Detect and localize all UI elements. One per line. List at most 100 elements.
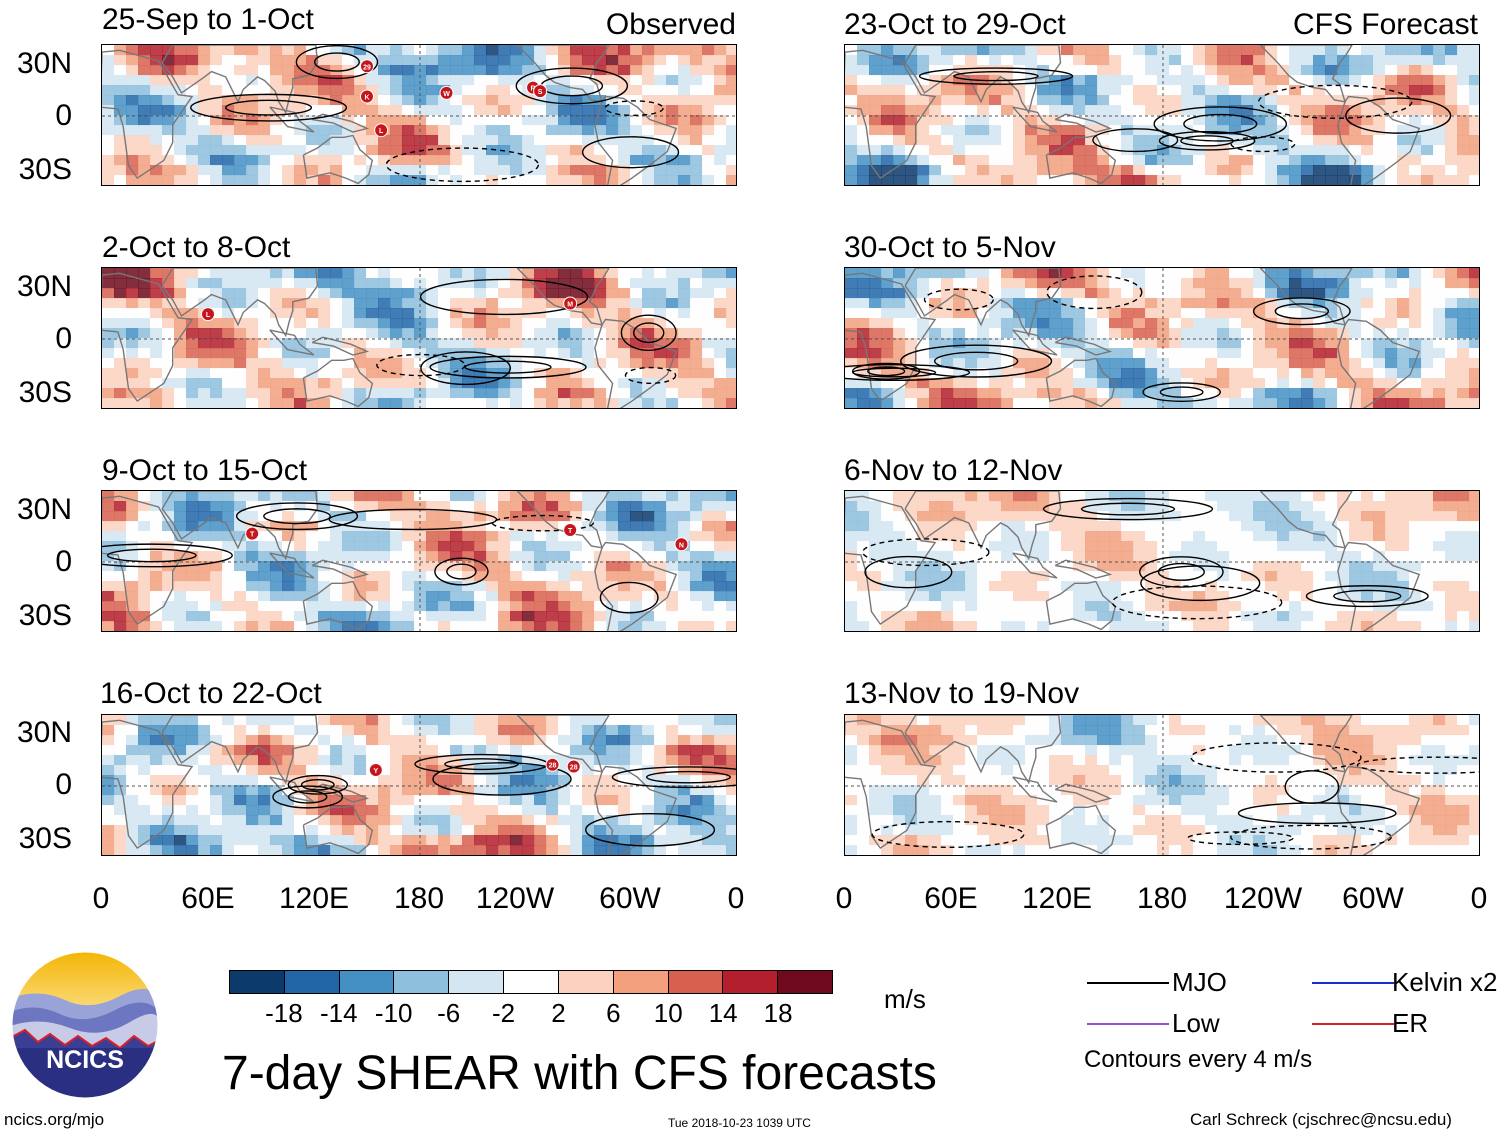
shear-cell (881, 318, 894, 329)
shear-cell (1445, 105, 1458, 116)
shear-cell (486, 765, 499, 776)
shear-cell (953, 45, 966, 56)
shear-cell (234, 511, 247, 522)
shear-cell (953, 145, 966, 156)
shear-cell (594, 378, 607, 389)
shear-cell (270, 308, 283, 319)
shear-cell (1241, 75, 1254, 86)
shear-cell (150, 388, 163, 399)
shear-cell (618, 581, 631, 592)
shear-cell (234, 85, 247, 96)
shear-cell (462, 795, 475, 806)
shear-cell (486, 571, 499, 582)
shear-cell (186, 511, 199, 522)
shear-cell (917, 348, 930, 359)
shear-cell (162, 785, 175, 796)
shear-cell (102, 85, 115, 96)
shear-cell (174, 378, 187, 389)
shear-cell (1205, 368, 1218, 379)
shear-cell (1169, 155, 1182, 166)
shear-cell (989, 388, 1002, 399)
shear-cell (234, 835, 247, 846)
shear-cell (1289, 378, 1302, 389)
shear-cell (498, 501, 511, 512)
shear-cell (726, 408, 737, 409)
shear-cell (318, 601, 331, 612)
shear-cell (186, 65, 199, 76)
shear-cell (102, 105, 115, 116)
shear-cell (498, 185, 511, 186)
shear-cell (618, 95, 631, 106)
shear-cell (150, 835, 163, 846)
shear-cell (198, 621, 211, 631)
shear-cell (558, 348, 571, 359)
shear-cell (150, 521, 163, 532)
shear-cell (1145, 328, 1158, 339)
shear-cell (642, 408, 655, 409)
shear-cell (917, 278, 930, 289)
shear-cell (426, 368, 439, 379)
shear-cell (522, 631, 535, 632)
shear-cell (642, 145, 655, 156)
shear-cell (318, 308, 331, 319)
shear-cell (1109, 95, 1122, 106)
shear-cell (174, 541, 187, 552)
shear-cell (666, 611, 679, 622)
shear-cell (941, 115, 954, 126)
shear-cell (1385, 75, 1398, 86)
shear-cell (1313, 288, 1326, 299)
shear-cell (162, 125, 175, 136)
shear-cell (1025, 358, 1038, 369)
shear-cell (402, 531, 415, 542)
shear-cell (1421, 328, 1434, 339)
shear-cell (1385, 318, 1398, 329)
shear-cell (222, 855, 235, 856)
shear-cell (342, 328, 355, 339)
shear-cell (1133, 398, 1146, 408)
shear-cell (690, 745, 703, 756)
shear-cell (642, 65, 655, 76)
shear-cell (366, 815, 379, 826)
shear-cell (210, 155, 223, 166)
shear-cell (1001, 65, 1014, 76)
shear-cell (330, 388, 343, 399)
shear-cell (114, 601, 127, 612)
shear-cell (114, 581, 127, 592)
shear-cell (618, 621, 631, 631)
shear-cell (150, 95, 163, 106)
shear-cell (114, 288, 127, 299)
shear-cell (282, 85, 295, 96)
shear-cell (378, 765, 391, 776)
shear-cell (450, 855, 463, 856)
shear-cell (234, 45, 247, 56)
shear-cell (210, 531, 223, 542)
shear-cell (558, 561, 571, 572)
shear-cell (198, 815, 211, 826)
shear-cell (1457, 348, 1470, 359)
shear-cell (126, 501, 139, 512)
shear-cell (1265, 165, 1278, 176)
shear-cell (618, 745, 631, 756)
shear-cell (462, 318, 475, 329)
shear-cell (354, 745, 367, 756)
shear-cell (486, 145, 499, 156)
shear-cell (869, 278, 882, 289)
shear-cell (234, 611, 247, 622)
shear-cell (1097, 298, 1110, 309)
shear-cell (390, 561, 403, 572)
shear-cell (102, 185, 115, 186)
shear-cell (474, 125, 487, 136)
shear-cell (630, 165, 643, 176)
shear-cell (438, 581, 451, 592)
shear-cell (666, 745, 679, 756)
shear-cell (1277, 298, 1290, 309)
shear-cell (965, 95, 978, 106)
shear-cell (1001, 318, 1014, 329)
shear-cell (1409, 348, 1422, 359)
shear-cell (893, 145, 906, 156)
shear-cell (510, 85, 523, 96)
shear-cell (929, 175, 942, 185)
shear-cell (186, 745, 199, 756)
shear-cell (210, 378, 223, 389)
